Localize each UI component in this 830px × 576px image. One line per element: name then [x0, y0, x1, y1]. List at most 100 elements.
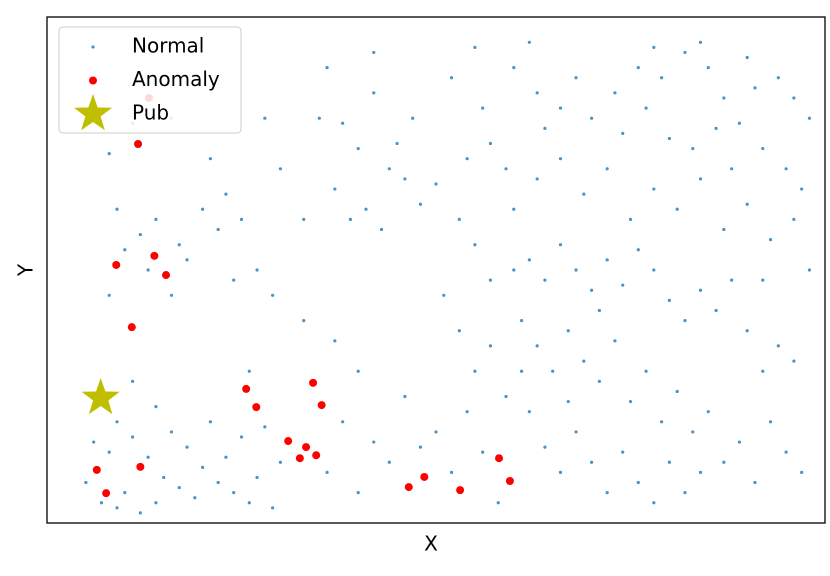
data-point: [115, 506, 119, 510]
data-point: [411, 116, 415, 120]
data-point: [737, 440, 742, 444]
data-point: [449, 76, 454, 80]
data-point: [776, 76, 780, 80]
data-point: [722, 227, 726, 232]
data-point: [162, 475, 166, 480]
data-point: [242, 384, 251, 393]
data-point: [675, 207, 679, 211]
data-point: [558, 243, 563, 247]
data-point: [271, 506, 275, 510]
data-point: [613, 339, 617, 343]
data-point: [745, 202, 749, 206]
data-point: [465, 157, 469, 161]
data-point: [667, 298, 672, 302]
legend-marker: [89, 76, 97, 85]
data-point: [138, 232, 142, 237]
data-point: [134, 140, 143, 149]
data-point: [232, 491, 236, 495]
data-point: [387, 460, 391, 464]
data-point: [302, 443, 311, 452]
data-point: [605, 491, 609, 495]
data-point: [449, 470, 454, 474]
data-point: [185, 445, 189, 449]
data-point: [652, 187, 656, 191]
legend-label: Pub: [132, 101, 169, 125]
data-point: [127, 323, 136, 332]
data-point: [590, 460, 594, 464]
data-point: [177, 485, 181, 490]
data-point: [348, 217, 353, 221]
data-point: [457, 329, 461, 333]
data-point: [247, 501, 251, 505]
data-point: [201, 465, 205, 469]
data-point: [613, 91, 617, 95]
data-point: [295, 454, 304, 463]
data-point: [621, 450, 625, 454]
data-point: [495, 454, 504, 463]
data-point: [442, 293, 446, 297]
data-point: [341, 420, 345, 424]
data-point: [434, 182, 438, 186]
y-axis-label: Y: [14, 263, 38, 277]
data-point: [418, 202, 423, 206]
plot-frame: [46, 16, 826, 524]
data-point: [473, 45, 477, 49]
data-point: [706, 410, 710, 414]
data-point: [698, 40, 703, 44]
data-point: [527, 258, 531, 262]
data-point: [745, 55, 749, 60]
data-point: [784, 450, 788, 454]
data-point: [512, 66, 516, 70]
data-point: [505, 477, 514, 486]
data-point: [271, 293, 275, 297]
data-point: [185, 258, 189, 262]
data-point: [255, 268, 259, 272]
data-point: [807, 268, 812, 272]
data-point: [683, 50, 687, 55]
data-point: [481, 450, 485, 454]
data-point: [753, 86, 757, 90]
data-point: [745, 329, 749, 333]
data-point: [325, 470, 329, 474]
data-point: [691, 430, 695, 434]
data-point: [558, 106, 563, 110]
data-point: [255, 475, 259, 480]
data-point: [150, 251, 159, 260]
data-point: [404, 483, 413, 492]
data-point: [800, 470, 804, 474]
data-point: [566, 399, 570, 404]
data-point: [519, 319, 524, 323]
data-point: [208, 420, 212, 424]
data-point: [488, 344, 493, 348]
data-point: [566, 329, 570, 333]
data-point: [792, 359, 796, 363]
data-point: [543, 278, 547, 282]
data-point: [761, 369, 765, 373]
legend: [58, 26, 242, 134]
data-point: [302, 319, 306, 323]
data-point: [115, 207, 119, 211]
data-point: [123, 248, 127, 252]
data-point: [706, 66, 710, 70]
data-point: [278, 167, 282, 171]
data-point: [372, 440, 376, 444]
data-point: [504, 394, 508, 399]
data-point: [644, 106, 648, 110]
data-point: [628, 399, 633, 404]
data-point: [247, 369, 251, 373]
data-point: [730, 278, 734, 282]
data-point: [372, 91, 376, 95]
data-point: [81, 378, 120, 415]
data-point: [154, 405, 158, 409]
data-point: [535, 91, 539, 95]
data-point: [465, 410, 469, 414]
data-point: [761, 278, 765, 282]
data-point: [216, 227, 220, 232]
data-point: [420, 472, 429, 481]
data-point: [543, 126, 547, 130]
data-point: [714, 308, 718, 313]
data-point: [99, 501, 104, 505]
legend-label: Normal: [132, 34, 204, 58]
data-point: [512, 207, 516, 211]
